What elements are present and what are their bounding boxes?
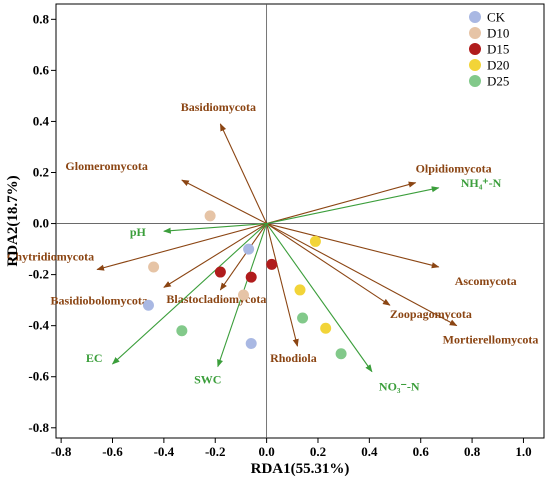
x-tick-label: -0.8 (51, 444, 72, 459)
x-tick-label: 0.4 (361, 444, 378, 459)
sample-point-d25 (297, 312, 309, 324)
vector-group: Basidiomycota Glomeromycota Olpidiomycota C… (7, 100, 539, 394)
y-tick-label: 0.8 (33, 11, 50, 26)
x-axis: -0.8 -0.6 -0.4 -0.2 0.0 0.2 0.4 0.6 0.8 1.0 (51, 438, 532, 459)
sample-point-d25 (176, 325, 188, 337)
species-vector-arrow (163, 223, 267, 288)
y-tick-label: -0.6 (28, 369, 49, 384)
env-vector-arrow (266, 223, 373, 373)
env-vector-label: EC (86, 351, 103, 365)
x-tick-label: 0.2 (310, 444, 326, 459)
x-tick-label: -0.6 (102, 444, 123, 459)
legend-label: CK (487, 10, 506, 25)
legend-label: D15 (487, 42, 509, 57)
x-tick-label: 1.0 (515, 444, 531, 459)
sample-point-d20 (320, 322, 332, 334)
sample-point-d10 (237, 289, 249, 301)
species-vector-arrow (219, 123, 268, 224)
sample-point-d25 (335, 348, 347, 360)
plot-frame (55, 3, 545, 439)
env-vector-arrow (163, 223, 267, 234)
species-vector-label: Blastocladiomycota (166, 292, 266, 306)
x-tick-label: -0.4 (154, 444, 175, 459)
species-vector-label: Ascomycota (455, 274, 517, 288)
legend-label: D10 (487, 26, 509, 41)
legend-marker (469, 59, 481, 71)
env-vector-arrow (111, 223, 267, 365)
species-vector-label: Basidiomycota (181, 100, 256, 114)
legend-marker (469, 27, 481, 39)
legend-label: D20 (487, 58, 509, 73)
sample-point-ck (245, 338, 257, 350)
species-vector-arrow (266, 223, 440, 269)
x-tick-label: -0.2 (205, 444, 226, 459)
x-tick-label: 0.6 (413, 444, 430, 459)
y-tick-label: -0.8 (28, 420, 49, 435)
env-vector-label: NH₄⁺-N (461, 176, 502, 190)
x-tick-label: 0.8 (464, 444, 481, 459)
species-vector-arrow (266, 223, 299, 347)
species-vector-label: Olpidiomycota (416, 162, 492, 176)
y-tick-label: 0.6 (33, 62, 50, 77)
sample-point-d15 (266, 258, 278, 270)
env-vector-arrow (266, 186, 440, 225)
legend-marker (469, 11, 481, 23)
legend-label: D25 (487, 74, 509, 89)
species-vector-arrow (219, 223, 268, 291)
sample-point-d10 (148, 261, 160, 273)
sample-point-ck (243, 243, 255, 255)
y-axis-title: RDA2(18.7%) (5, 175, 21, 266)
legend-marker (469, 75, 481, 87)
y-tick-label: -0.4 (28, 318, 49, 333)
env-vector-label: pH (130, 225, 147, 239)
env-vector-label: SWC (194, 373, 221, 387)
sample-point-d15 (245, 271, 257, 283)
x-tick-label: 0.0 (258, 444, 274, 459)
sample-point-d20 (294, 284, 306, 296)
reference-lines (56, 4, 544, 438)
species-vector-label: Zoopagomycota (390, 307, 472, 321)
species-vector-label: Mortierellomycota (443, 333, 539, 347)
sample-point-d20 (309, 235, 321, 247)
species-vector-label: Basidiobolomycota (51, 293, 148, 307)
species-vector-label: Rhodiola (270, 351, 317, 365)
legend-marker (469, 43, 481, 55)
sample-point-ck (142, 299, 154, 311)
species-vector-arrow (266, 223, 391, 306)
y-tick-label: -0.2 (28, 267, 49, 282)
species-vector-label: Chytridiomycota (7, 250, 94, 264)
env-vector-label: NO₃⁻-N (379, 380, 420, 394)
species-vector-label: Glomeromycota (65, 159, 147, 173)
sample-point-d15 (214, 266, 226, 278)
y-axis: -0.8 -0.6 -0.4 -0.2 0.0 0.2 0.4 0.6 0.8 (28, 11, 56, 435)
y-tick-label: 0.2 (33, 164, 49, 179)
species-vector-arrow (266, 181, 417, 225)
species-vector-arrow (96, 223, 267, 271)
y-tick-label: 0.0 (33, 216, 49, 231)
sample-point-d10 (204, 210, 216, 222)
x-axis-title: RDA1(55.31%) (251, 461, 350, 477)
sample-points (142, 210, 347, 360)
species-vector-arrow (181, 179, 267, 225)
species-vector-arrow (266, 223, 458, 327)
y-tick-label: 0.4 (33, 113, 50, 128)
